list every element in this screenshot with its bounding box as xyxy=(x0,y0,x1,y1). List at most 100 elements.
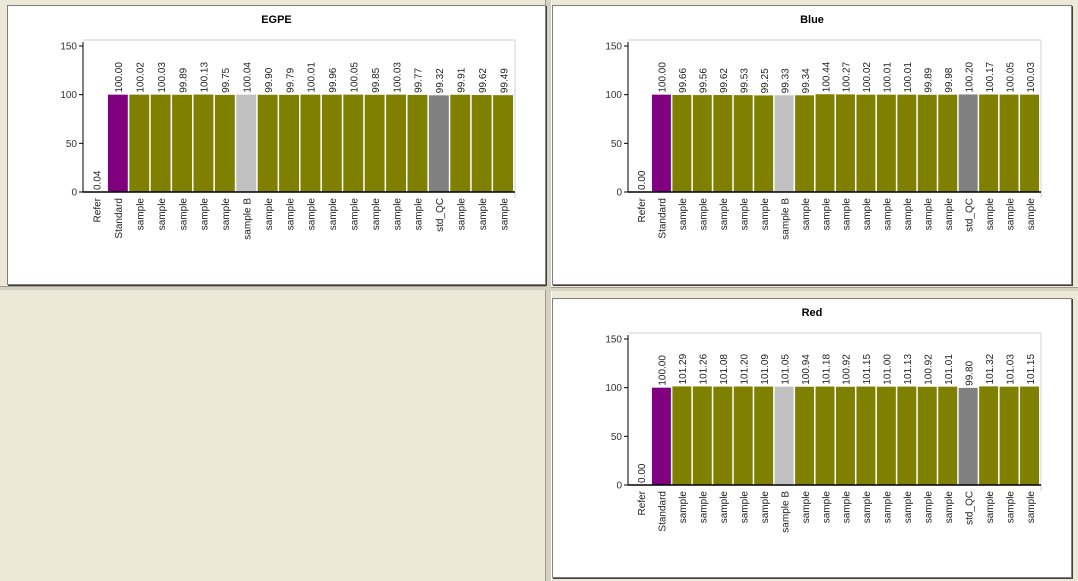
data-label: 101.05 xyxy=(780,354,791,385)
category-label: Standard xyxy=(658,198,669,239)
y-tick-label: 50 xyxy=(611,139,623,150)
data-label: 99.56 xyxy=(699,68,710,93)
data-label: 100.01 xyxy=(903,62,914,93)
data-label: 99.62 xyxy=(478,68,489,93)
bar xyxy=(979,386,999,485)
bar xyxy=(733,386,753,485)
category-label: sample xyxy=(903,198,914,231)
bar xyxy=(754,95,774,192)
category-label: sample xyxy=(862,491,873,524)
data-label: 99.79 xyxy=(285,67,296,92)
category-label: sample xyxy=(350,198,361,231)
category-label: sample xyxy=(414,198,425,231)
bar xyxy=(876,94,896,192)
bar xyxy=(672,386,692,485)
category-label: sample xyxy=(678,198,689,231)
bar xyxy=(150,94,171,192)
category-label: sample xyxy=(903,491,914,524)
category-label: sample xyxy=(392,198,403,231)
chart-title: EGPE xyxy=(261,14,292,26)
category-label: sample xyxy=(285,198,296,231)
category-label: Refer xyxy=(637,197,648,222)
data-label: 99.85 xyxy=(371,67,382,92)
bar xyxy=(897,386,917,485)
category-label: Refer xyxy=(637,490,648,515)
category-label: sample xyxy=(1026,198,1037,231)
bar xyxy=(672,94,692,192)
category-label: sample xyxy=(862,198,873,231)
y-tick-label: 100 xyxy=(605,90,622,101)
data-label: 0.00 xyxy=(637,463,648,483)
category-label: sample xyxy=(821,491,832,524)
data-label: 101.13 xyxy=(903,354,914,385)
data-label: 99.32 xyxy=(435,68,446,93)
data-label: 100.27 xyxy=(842,61,853,92)
bar xyxy=(958,387,978,485)
category-label: sample xyxy=(739,198,750,231)
bar xyxy=(692,95,712,192)
chart-egpe: EGPE 0 50 100 150 0.04 Refer 100.00 Standard 100.… xyxy=(60,14,516,240)
y-tick-label: 0 xyxy=(616,188,622,199)
category-label: Standard xyxy=(114,198,125,239)
data-label: 99.62 xyxy=(719,68,730,93)
data-label: 101.20 xyxy=(739,353,750,384)
bar xyxy=(386,94,406,192)
data-label: 0.04 xyxy=(93,170,104,190)
data-label: 100.92 xyxy=(842,354,853,385)
chart-title: Red xyxy=(802,307,823,319)
bar xyxy=(343,94,364,192)
bar xyxy=(428,95,449,192)
data-label: 100.00 xyxy=(658,62,669,93)
category-label: sample B xyxy=(780,491,791,533)
chart-panel-blue: Blue 0 50 100 150 0.00 Refer 100.00 Standard 99.6… xyxy=(552,5,1072,285)
y-tick-label: 0 xyxy=(71,188,77,199)
data-label: 99.34 xyxy=(801,68,812,93)
data-label: 101.26 xyxy=(699,353,710,384)
bar xyxy=(651,94,671,192)
horizontal-splitter-right[interactable] xyxy=(551,287,1078,291)
data-label: 100.44 xyxy=(821,61,832,92)
data-label: 100.13 xyxy=(200,62,211,93)
data-label: 99.96 xyxy=(328,67,339,92)
data-label: 99.98 xyxy=(944,67,955,92)
data-label: 100.92 xyxy=(924,354,935,385)
bar xyxy=(815,386,835,485)
data-label: 101.15 xyxy=(862,354,873,385)
data-label: 100.03 xyxy=(392,62,403,93)
data-label: 99.53 xyxy=(739,68,750,93)
category-label: sample xyxy=(985,198,996,231)
data-label: 101.29 xyxy=(678,353,689,384)
category-label: sample xyxy=(264,198,275,231)
bar xyxy=(856,94,876,192)
horizontal-splitter-left[interactable] xyxy=(0,286,546,290)
data-label: 99.25 xyxy=(760,68,771,93)
data-label: 100.05 xyxy=(1005,62,1016,93)
chart-title: Blue xyxy=(800,14,824,26)
data-label: 99.77 xyxy=(414,67,425,92)
data-label: 99.89 xyxy=(178,67,189,92)
chart-blue: Blue 0 50 100 150 0.00 Refer 100.00 Standard 99.6… xyxy=(605,14,1042,240)
data-label: 99.89 xyxy=(924,67,935,92)
category-label: sample xyxy=(924,491,935,524)
data-label: 101.00 xyxy=(883,354,894,385)
data-label: 100.94 xyxy=(801,354,812,385)
category-label: sample B xyxy=(780,198,791,240)
category-label: sample xyxy=(842,198,853,231)
data-label: 100.05 xyxy=(350,62,361,93)
category-label: Standard xyxy=(658,491,669,532)
bar xyxy=(300,94,321,192)
data-label: 100.02 xyxy=(862,62,873,93)
bar xyxy=(979,94,999,192)
category-label: sample B xyxy=(243,198,254,240)
bar xyxy=(754,386,774,485)
chart-red: Red 0 50 100 150 0.00 Refer 100.00 Standard 101.2… xyxy=(605,307,1042,533)
data-label: 99.91 xyxy=(457,67,468,92)
bar xyxy=(795,386,815,485)
data-label: 0.00 xyxy=(637,170,648,190)
data-label: 99.75 xyxy=(221,67,232,92)
bar xyxy=(917,386,937,485)
category-label: sample xyxy=(178,198,189,231)
data-label: 100.00 xyxy=(658,355,669,386)
bar xyxy=(257,94,278,192)
data-label: 100.00 xyxy=(114,62,125,93)
